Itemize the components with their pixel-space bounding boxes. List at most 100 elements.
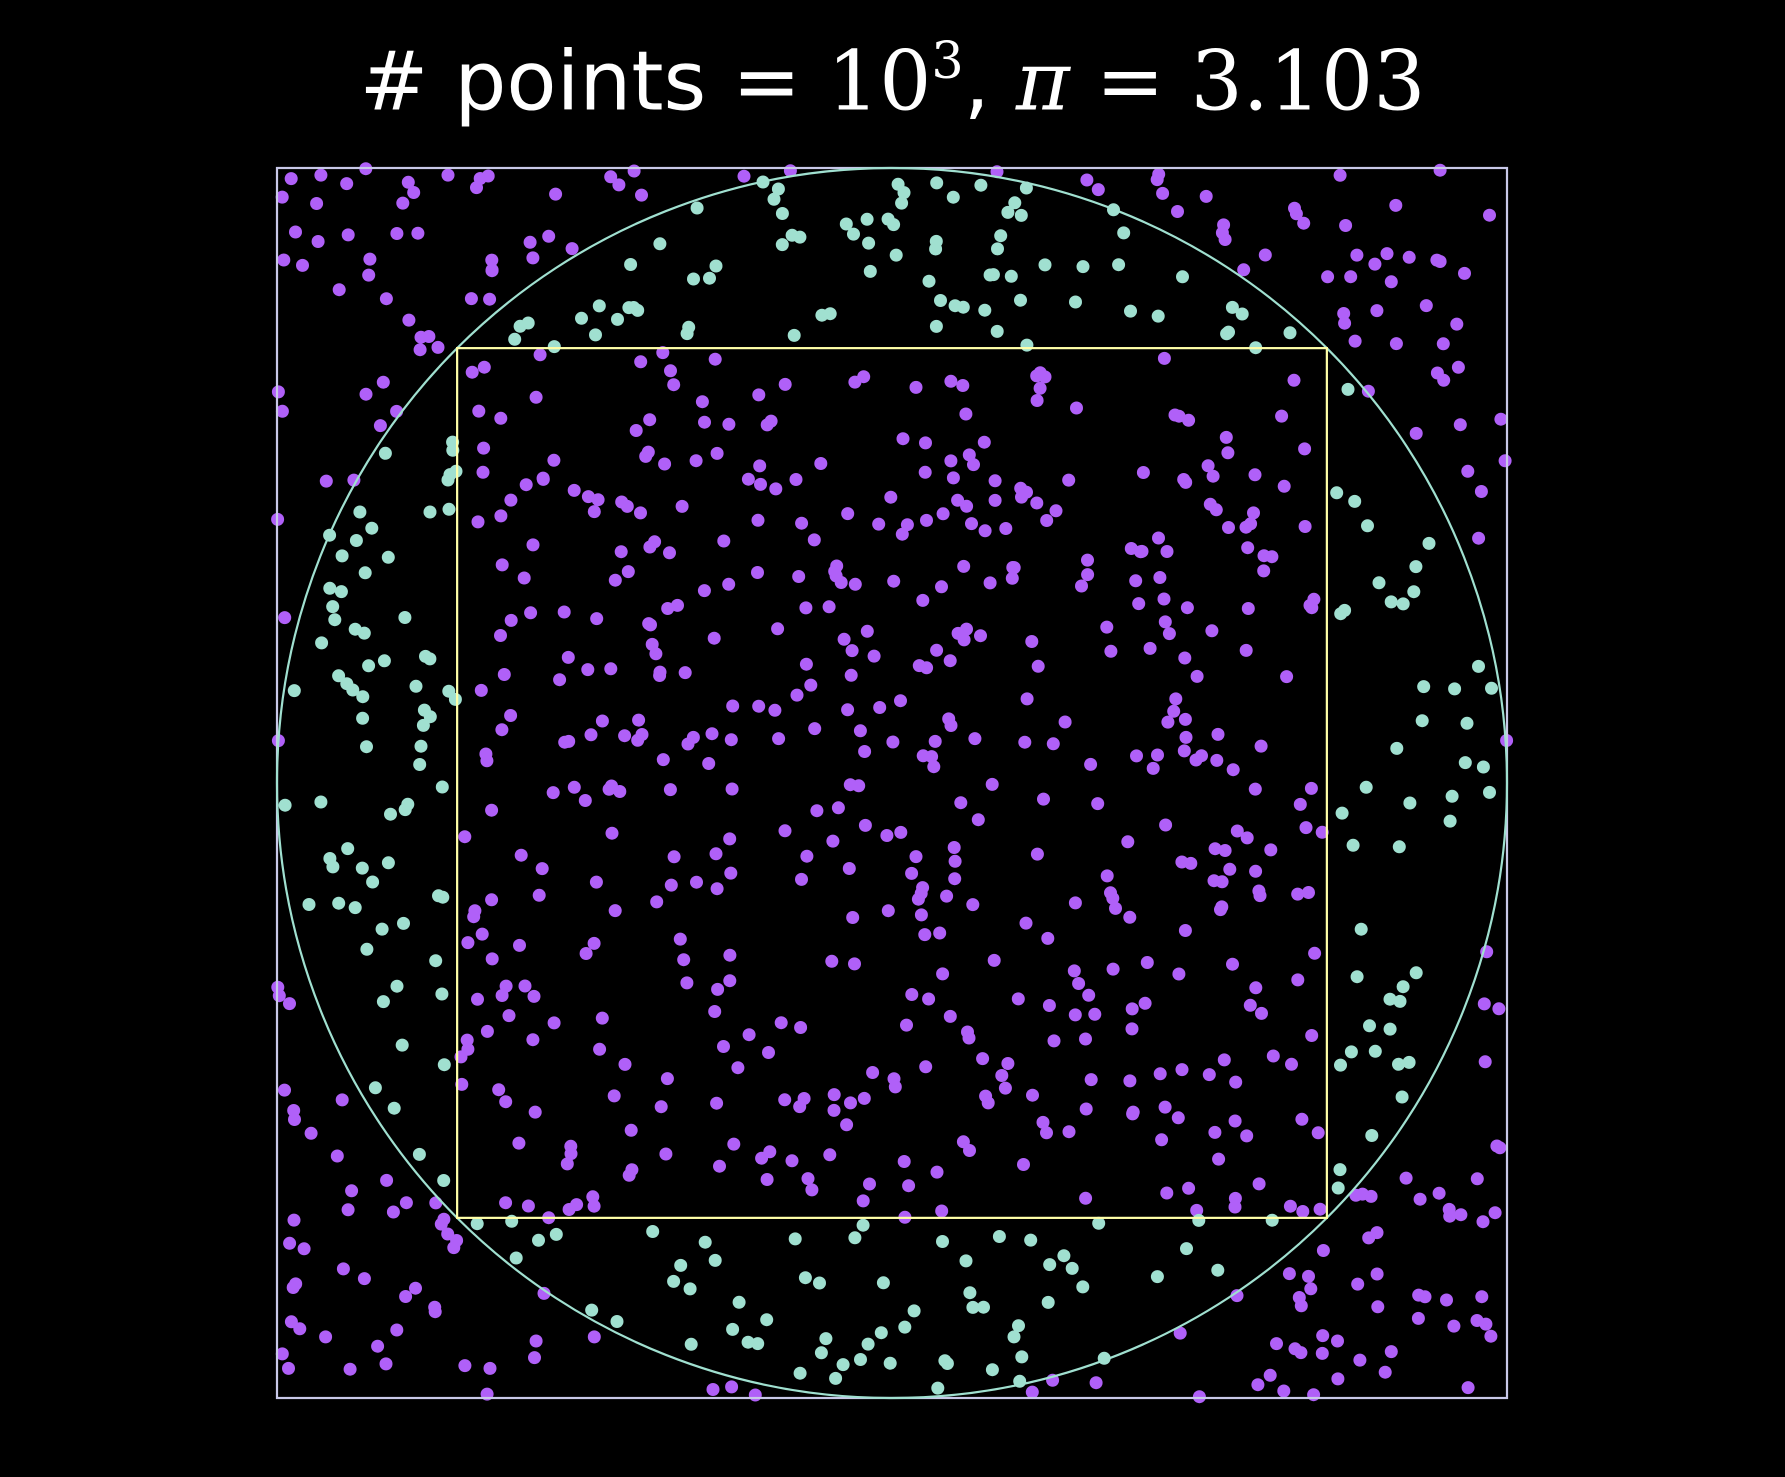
data-point <box>275 404 289 418</box>
data-point <box>1338 316 1352 330</box>
data-point <box>549 187 563 201</box>
data-point <box>1081 553 1094 567</box>
data-point <box>1130 749 1143 763</box>
data-point <box>402 313 416 327</box>
data-point <box>560 1157 574 1171</box>
data-point <box>944 454 958 468</box>
data-point <box>898 1320 912 1334</box>
data-point <box>547 1016 561 1030</box>
data-point <box>475 927 489 941</box>
data-point <box>499 979 513 993</box>
data-point <box>1123 1074 1137 1088</box>
data-point <box>658 457 672 471</box>
data-point <box>930 1165 944 1179</box>
data-point <box>1311 1126 1325 1140</box>
data-point <box>1445 789 1459 803</box>
data-point <box>357 1272 371 1286</box>
data-point <box>311 235 325 248</box>
data-point <box>1392 1057 1405 1071</box>
data-point <box>1241 602 1255 615</box>
data-point <box>1070 401 1083 415</box>
data-point <box>667 378 681 392</box>
data-point <box>874 1326 888 1340</box>
data-point <box>673 932 687 946</box>
data-point <box>1384 1345 1398 1359</box>
data-point <box>778 377 792 391</box>
data-point <box>1156 186 1170 200</box>
data-point <box>1275 409 1289 423</box>
data-point <box>1296 1205 1310 1218</box>
data-point <box>963 1286 977 1300</box>
data-point <box>1157 351 1171 365</box>
data-point <box>1040 1126 1053 1140</box>
data-point <box>813 1276 826 1290</box>
data-point <box>532 888 546 902</box>
data-point <box>319 474 333 488</box>
data-point <box>1047 1034 1061 1048</box>
data-point <box>481 169 495 183</box>
data-point <box>708 1005 722 1018</box>
data-point <box>760 1173 774 1186</box>
data-point <box>1038 258 1052 272</box>
data-point <box>335 549 349 563</box>
data-point <box>1344 270 1358 284</box>
data-point <box>1365 1129 1379 1142</box>
data-point <box>1172 967 1186 981</box>
data-point <box>697 584 711 598</box>
data-point <box>646 1225 660 1238</box>
data-point <box>760 1313 774 1327</box>
data-point <box>974 178 988 192</box>
data-point <box>494 629 507 642</box>
data-point <box>1419 299 1433 313</box>
data-point <box>948 872 962 886</box>
data-point <box>398 803 412 817</box>
data-point <box>277 253 291 267</box>
data-point <box>667 1274 681 1288</box>
data-point <box>384 807 397 821</box>
data-point <box>683 1282 697 1296</box>
data-point <box>1396 597 1410 611</box>
data-point <box>836 1358 850 1372</box>
data-point <box>1123 910 1137 924</box>
data-point <box>1460 716 1474 730</box>
data-point <box>711 982 725 996</box>
data-point <box>435 987 449 1001</box>
data-point <box>1178 651 1192 665</box>
data-point <box>1217 1053 1231 1067</box>
data-point <box>1180 1242 1193 1256</box>
data-point <box>504 613 518 627</box>
data-point <box>690 201 704 215</box>
data-point <box>1359 780 1373 794</box>
data-point <box>1350 248 1364 262</box>
data-point <box>929 319 943 333</box>
data-point <box>946 190 960 204</box>
data-point <box>1202 1068 1216 1082</box>
data-point <box>1019 916 1033 930</box>
data-point <box>1454 1208 1468 1222</box>
data-point <box>1422 536 1436 550</box>
data-point <box>1249 864 1263 878</box>
data-point <box>518 979 532 993</box>
data-point <box>1348 334 1362 348</box>
data-point <box>494 411 508 425</box>
data-point <box>856 1194 870 1208</box>
data-point <box>979 1089 993 1103</box>
data-point <box>723 948 737 962</box>
data-point <box>825 954 839 968</box>
data-point <box>275 1347 289 1361</box>
data-point <box>847 227 860 241</box>
data-point <box>553 673 567 687</box>
data-point <box>831 801 845 815</box>
data-point <box>608 573 622 587</box>
data-point <box>789 473 803 486</box>
data-point <box>755 1151 769 1165</box>
data-point <box>648 535 662 549</box>
data-point <box>464 292 478 306</box>
data-point <box>1450 317 1464 331</box>
data-point <box>1363 1019 1376 1033</box>
data-point <box>1461 1381 1475 1395</box>
data-point <box>1100 869 1114 883</box>
data-point <box>943 654 957 668</box>
data-point <box>963 1144 976 1157</box>
data-point <box>355 861 369 875</box>
